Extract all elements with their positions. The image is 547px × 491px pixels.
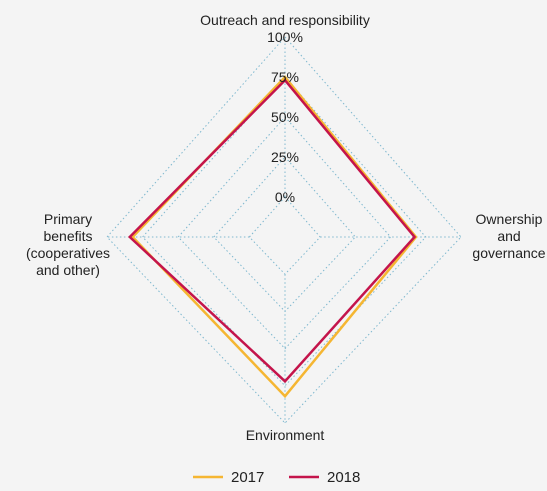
grid-ring-4 xyxy=(106,36,462,424)
legend: 2017 2018 xyxy=(193,469,360,486)
legend-label-2018: 2018 xyxy=(327,469,360,486)
axis-label-0: Outreach and responsibility xyxy=(200,12,370,28)
tick-label-100pct: 100% xyxy=(267,29,303,45)
tick-label-25pct: 25% xyxy=(271,149,299,165)
axis-label-2: Environment xyxy=(246,427,325,443)
axis-label-1: Ownership and governance xyxy=(472,211,545,261)
tick-label-75pct: 75% xyxy=(271,69,299,85)
tick-label-layer: 0% 25% 50% 75% 100% xyxy=(267,29,303,205)
tick-label-50pct: 50% xyxy=(271,109,299,125)
legend-label-2017: 2017 xyxy=(231,469,264,486)
grid-ring-0 xyxy=(248,196,321,275)
series-layer xyxy=(127,75,418,399)
grid-ring-2 xyxy=(177,116,392,350)
series-line-2018 xyxy=(127,78,417,384)
tick-label-0pct: 0% xyxy=(275,189,295,205)
axis-label-3: Primary benefits (cooperatives and other) xyxy=(26,211,110,278)
grid-layer xyxy=(106,36,462,424)
axis-label-layer: Outreach and responsibility Ownership and g… xyxy=(26,12,546,443)
